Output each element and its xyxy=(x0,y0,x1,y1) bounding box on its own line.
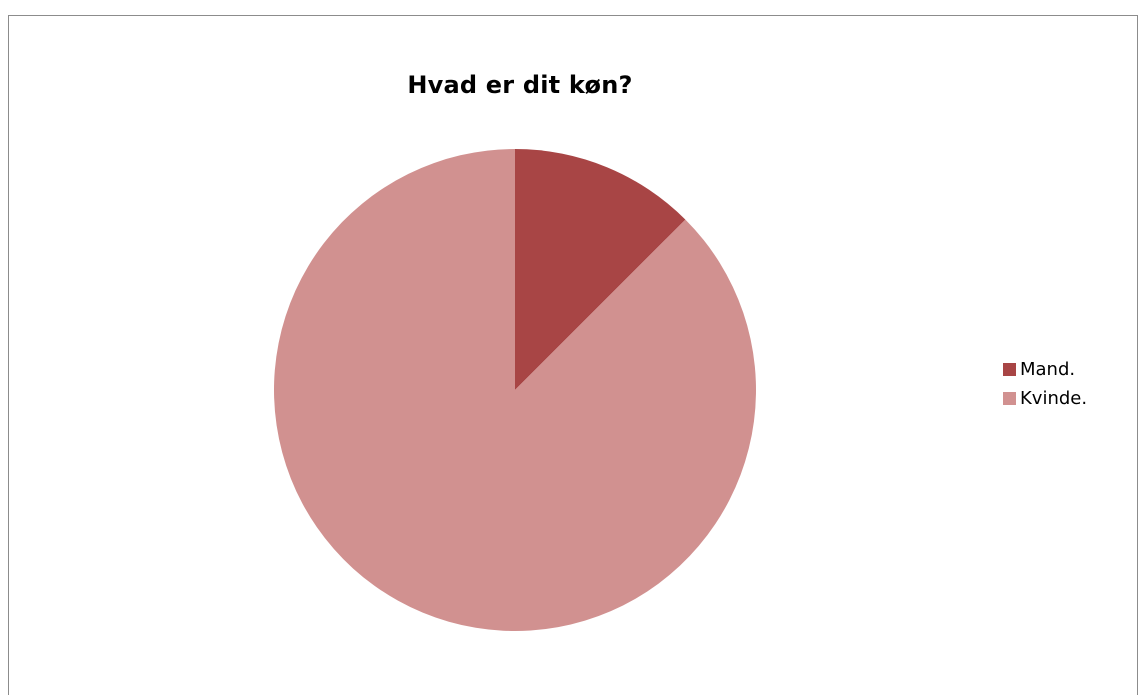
legend-label-mand: Mand. xyxy=(1020,358,1076,380)
legend-item-mand: Mand. xyxy=(1003,356,1087,382)
chart-title: Hvad er dit køn? xyxy=(407,71,633,99)
pie-slice-mand xyxy=(515,149,686,390)
pie-slice-kvinde xyxy=(273,149,757,631)
legend-swatch-mand xyxy=(1003,362,1016,376)
legend-swatch-kvinde xyxy=(1003,391,1016,405)
legend-item-kvinde: Kvinde. xyxy=(1003,385,1087,411)
legend-label-kvinde: Kvinde. xyxy=(1020,387,1088,409)
legend: Mand. Kvinde. xyxy=(1003,356,1087,414)
